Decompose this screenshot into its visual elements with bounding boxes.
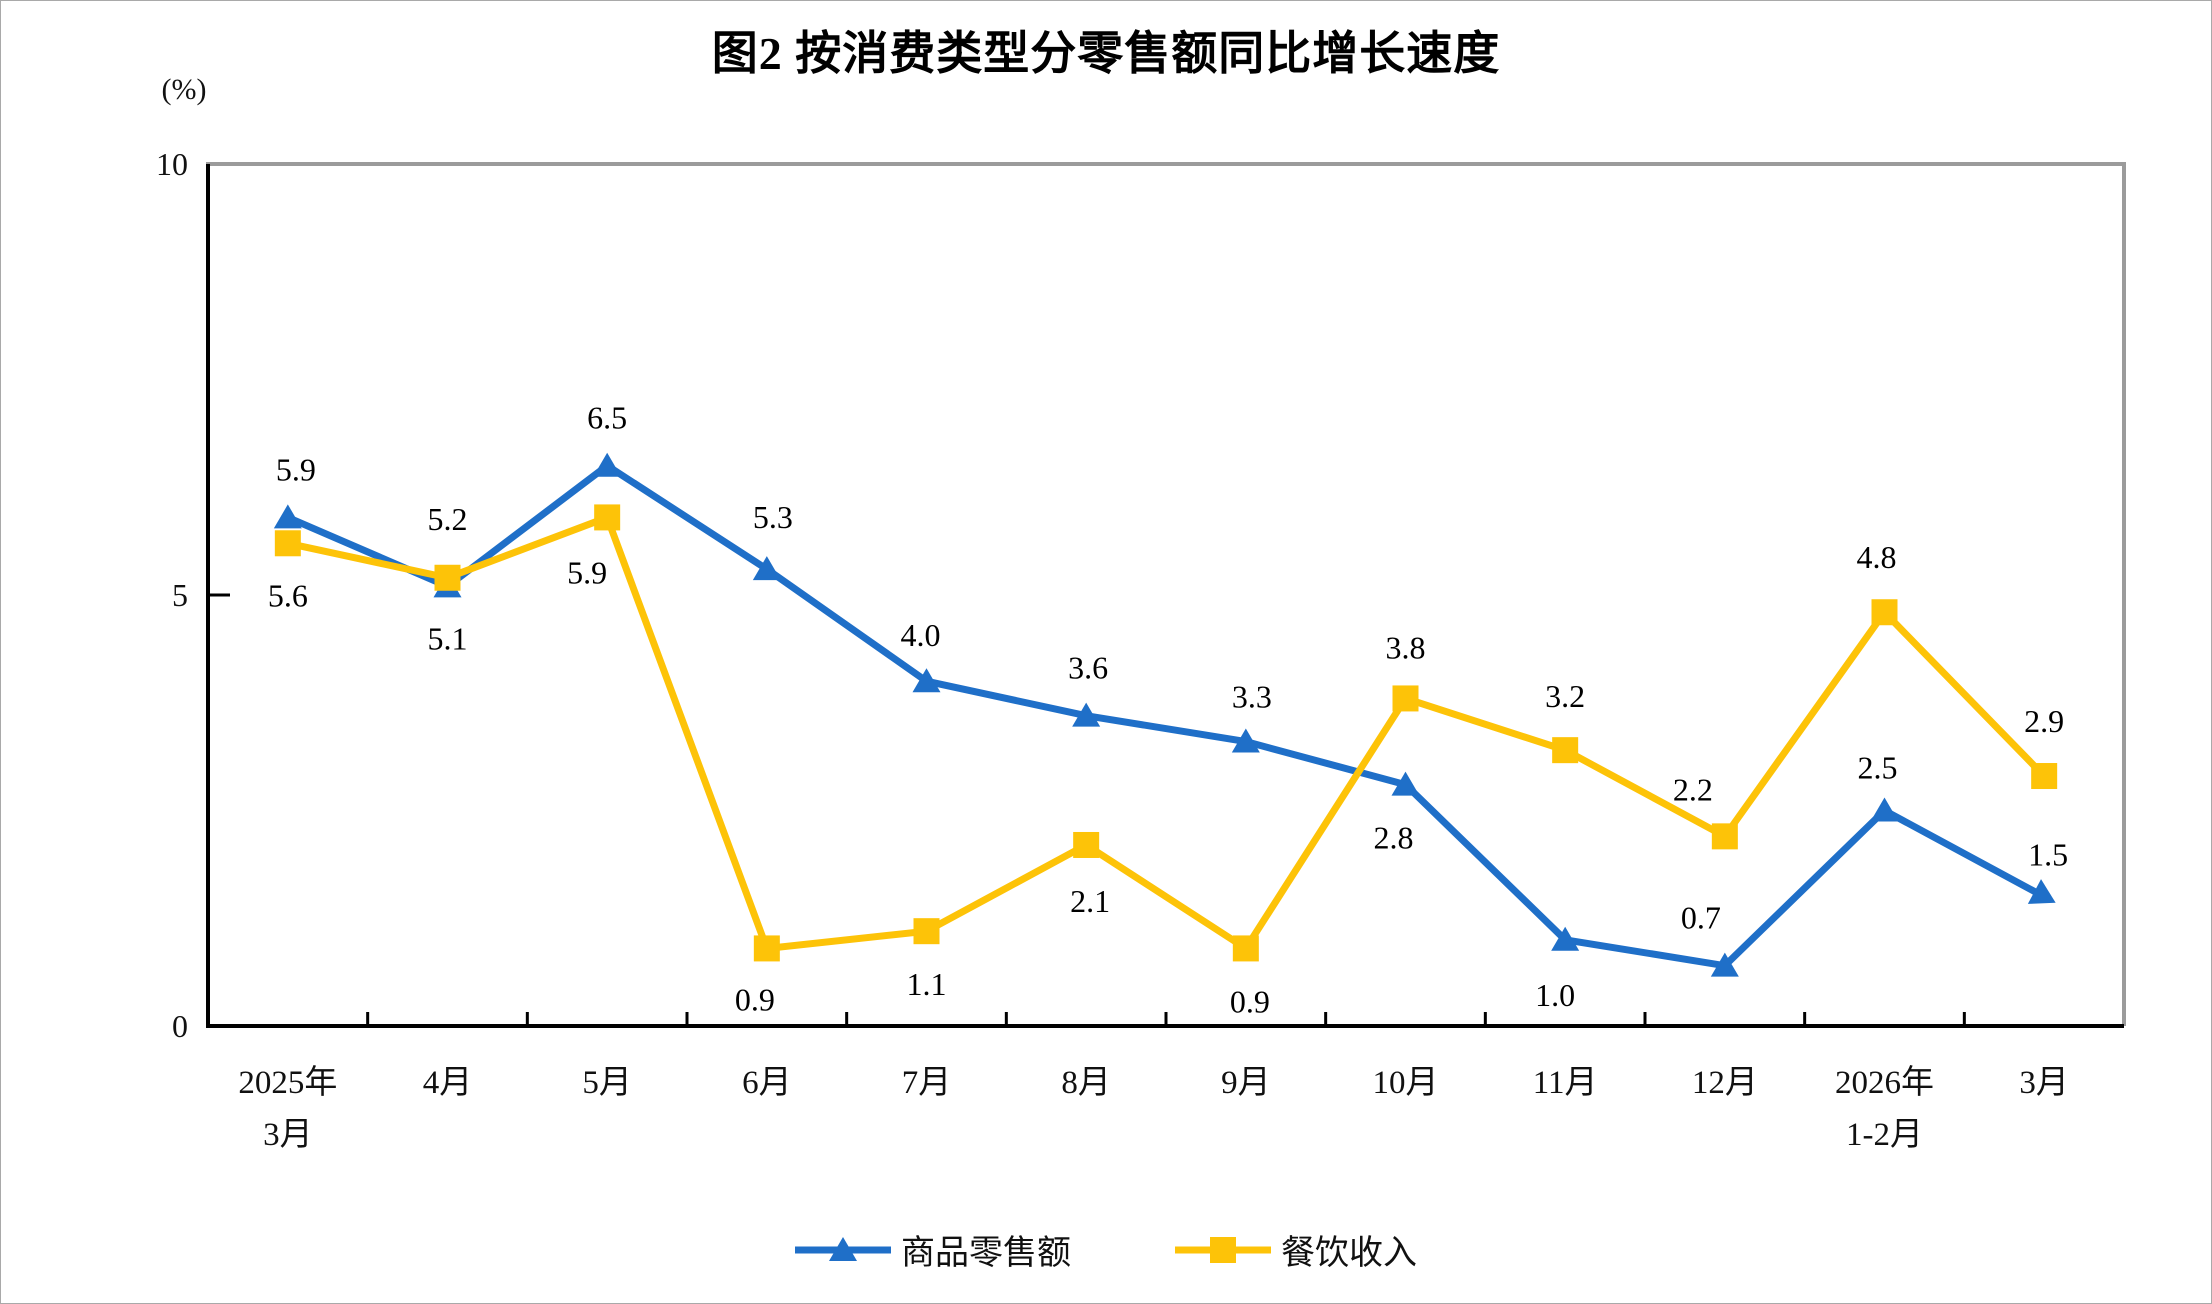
chart-title: 图2 按消费类型分零售额同比增长速度 xyxy=(711,28,1501,79)
data-label: 5.6 xyxy=(268,577,308,613)
data-point-marker xyxy=(1073,831,1100,858)
data-point-marker xyxy=(1710,952,1739,977)
data-label: 6.5 xyxy=(587,400,627,436)
data-point-marker xyxy=(1551,926,1580,951)
data-point-marker xyxy=(752,556,781,581)
data-point-marker xyxy=(1711,823,1738,850)
data-label: 0.9 xyxy=(1230,983,1270,1019)
x-axis-label: 12月 xyxy=(1692,1065,1758,1101)
goods-retail-line-marker-icon xyxy=(795,1236,891,1261)
data-label: 0.7 xyxy=(1681,900,1721,936)
data-label: 3.2 xyxy=(1545,678,1585,714)
x-axis-label: 5月 xyxy=(582,1065,632,1101)
x-axis-label: 1-2月 xyxy=(1846,1117,1923,1153)
catering-income-line-marker-icon xyxy=(1175,1236,1271,1263)
data-label: 1.0 xyxy=(1535,977,1575,1013)
data-label: 5.3 xyxy=(753,499,793,535)
data-point-marker xyxy=(274,530,301,557)
data-label: 4.0 xyxy=(901,617,941,653)
y-axis-tick-label: 5 xyxy=(172,577,188,613)
legend-label-catering-income: 餐饮收入 xyxy=(1281,1235,1417,1272)
data-point-marker xyxy=(593,452,622,477)
x-axis-label: 6月 xyxy=(742,1065,792,1101)
x-axis-label: 11月 xyxy=(1533,1065,1598,1101)
x-axis-label: 7月 xyxy=(902,1065,952,1101)
data-point-marker xyxy=(2027,879,2056,904)
data-point-marker xyxy=(1232,935,1259,962)
data-label: 5.9 xyxy=(567,554,607,590)
y-axis-tick-label: 0 xyxy=(172,1008,188,1044)
x-axis-label: 2026年 xyxy=(1835,1064,1934,1101)
data-label: 3.6 xyxy=(1068,650,1108,686)
data-label: 5.2 xyxy=(428,501,468,537)
x-axis-label: 2025年 xyxy=(238,1064,337,1101)
data-point-marker xyxy=(434,564,461,591)
x-axis-label: 3月 xyxy=(2019,1065,2069,1101)
data-point-marker xyxy=(1231,728,1260,753)
data-label: 3.8 xyxy=(1386,629,1426,665)
legend: 商品零售额 餐饮收入 xyxy=(1,1225,2211,1274)
data-point-marker xyxy=(1870,797,1899,822)
data-label: 2.8 xyxy=(1374,820,1414,856)
x-axis-label: 8月 xyxy=(1061,1065,1111,1101)
series-line-1 xyxy=(284,512,2048,954)
data-point-marker xyxy=(913,918,940,945)
x-axis-label: 9月 xyxy=(1221,1065,1271,1101)
data-label: 3.3 xyxy=(1232,679,1272,715)
data-point-marker xyxy=(912,668,941,693)
legend-item-goods-retail: 商品零售额 xyxy=(795,1225,1071,1274)
data-point-marker xyxy=(1072,702,1101,727)
data-point-marker xyxy=(273,504,302,529)
data-label: 2.1 xyxy=(1070,883,1110,919)
x-axis-label: 10月 xyxy=(1373,1065,1439,1101)
x-axis-label: 4月 xyxy=(423,1065,473,1101)
legend-label-goods-retail: 商品零售额 xyxy=(901,1235,1071,1272)
data-label: 0.9 xyxy=(735,981,775,1017)
x-axis-label: 3月 xyxy=(263,1117,313,1153)
data-point-marker xyxy=(1552,737,1579,764)
legend-item-catering-income: 餐饮收入 xyxy=(1175,1225,1417,1274)
data-point-marker xyxy=(1392,685,1419,712)
data-label: 2.2 xyxy=(1673,771,1713,807)
data-label: 5.1 xyxy=(428,620,468,656)
data-label: 2.5 xyxy=(1858,750,1898,786)
data-point-marker xyxy=(753,935,780,962)
y-axis-unit-label: (%) xyxy=(161,73,207,106)
data-point-marker xyxy=(594,504,621,531)
series-line-0 xyxy=(284,461,2048,970)
data-label: 1.1 xyxy=(907,966,947,1002)
data-label: 4.8 xyxy=(1857,539,1897,575)
data-point-marker xyxy=(2031,763,2058,790)
data-label: 1.5 xyxy=(2028,837,2068,873)
y-axis-tick-label: 10 xyxy=(156,146,188,182)
data-point-marker xyxy=(1871,599,1898,626)
data-label: 2.9 xyxy=(2024,703,2064,739)
data-point-marker xyxy=(1391,771,1420,796)
data-label: 5.9 xyxy=(276,451,316,487)
